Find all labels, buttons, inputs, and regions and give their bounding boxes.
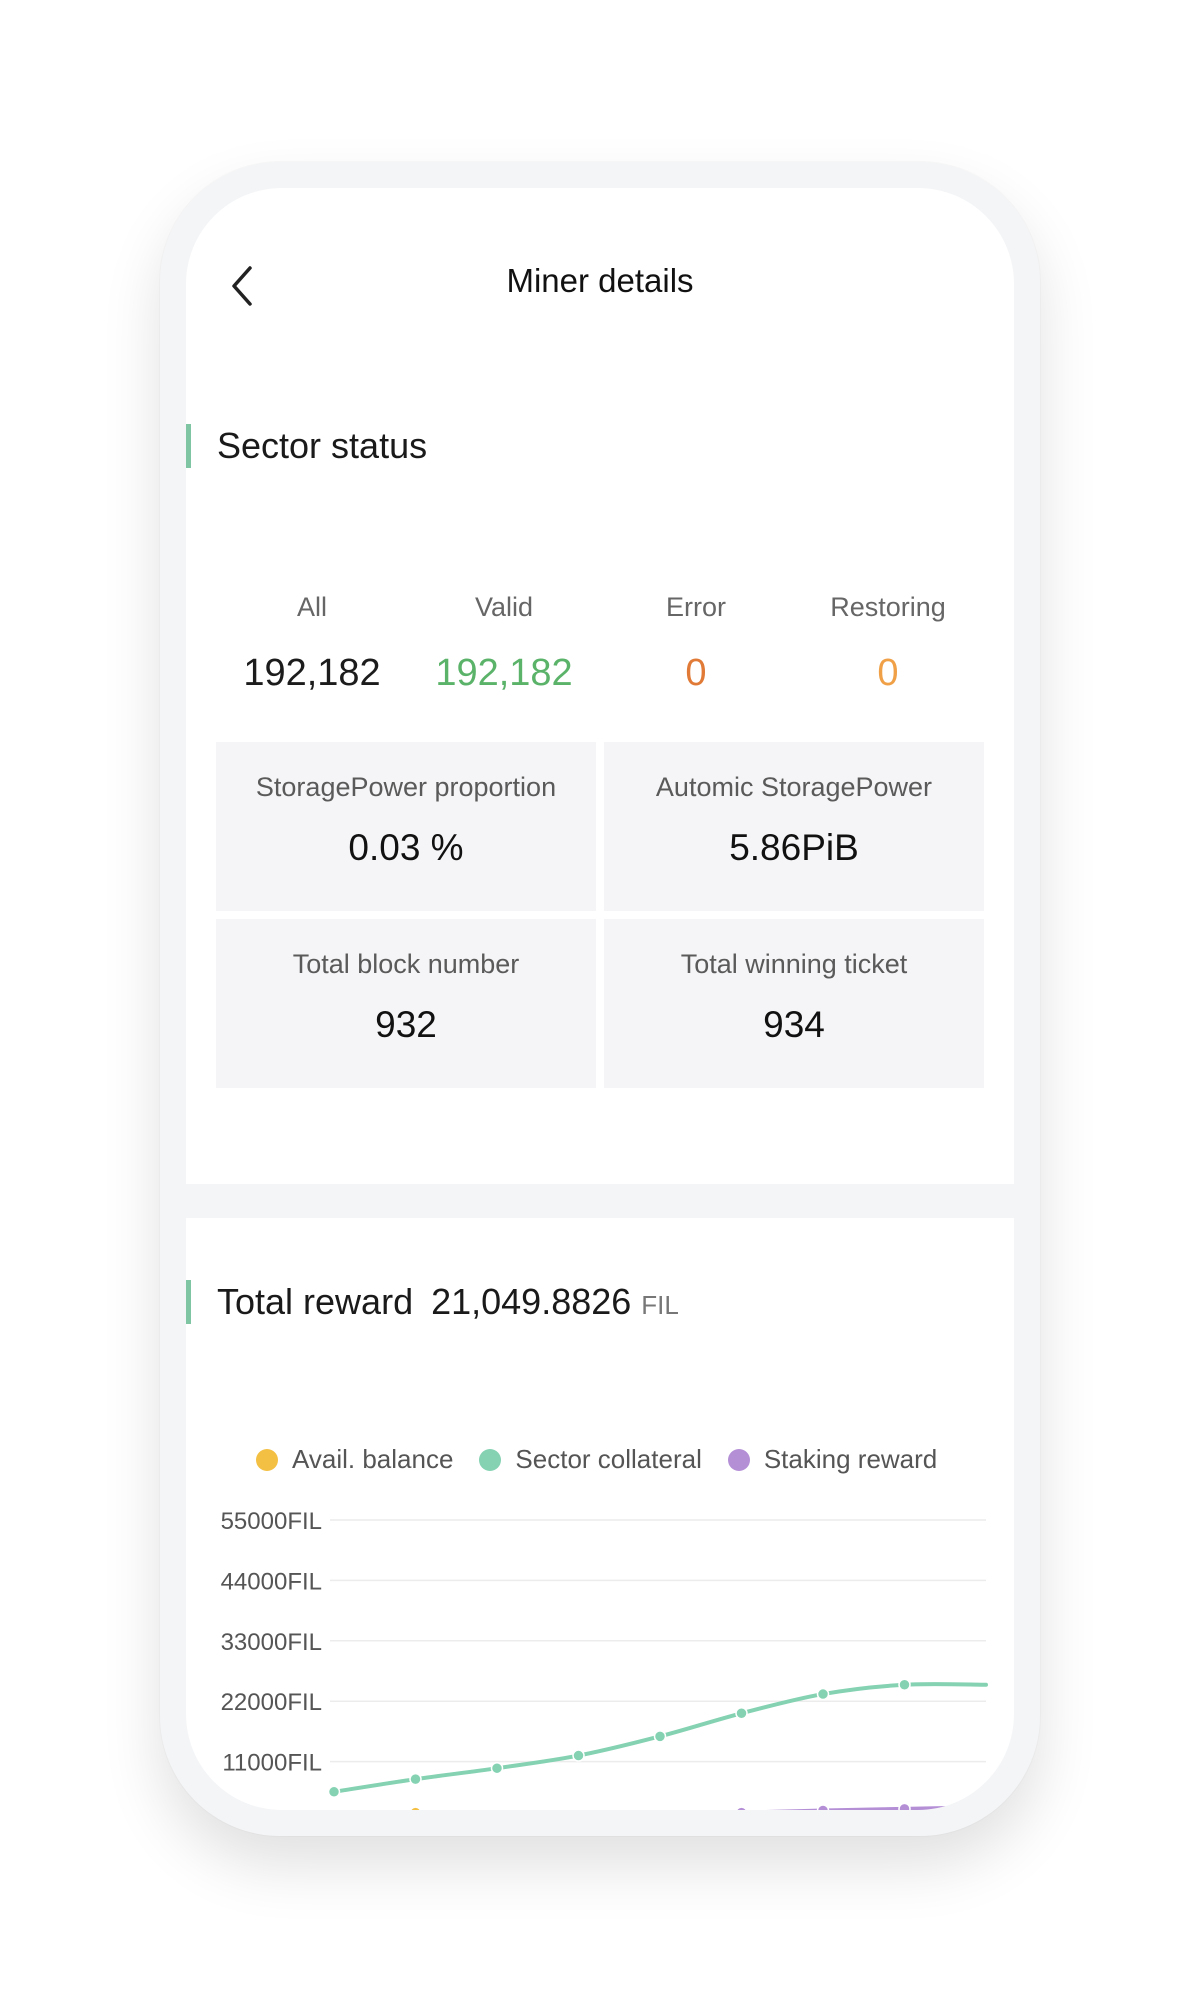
tile-value: 5.86PiB: [729, 827, 859, 868]
tile-label: Total winning ticket: [680, 949, 908, 979]
tile-total-block-number: Total block number 932: [216, 919, 596, 1088]
tile-value: 932: [375, 1004, 437, 1045]
page-title: Miner details: [506, 262, 694, 299]
total-reward-heading: Total reward 21,049.8826 FIL: [186, 1280, 679, 1324]
app-screen: Miner details Sector status All 192,182 …: [186, 188, 1014, 1810]
total-reward-unit: FIL: [641, 1289, 679, 1320]
data-point: [898, 1678, 911, 1691]
data-point: [735, 1806, 748, 1810]
data-point: [409, 1806, 422, 1810]
sector-status-title: Sector status: [217, 425, 428, 466]
total-reward-amount: 21,049.8826: [431, 1281, 632, 1322]
tile-storagepower-proportion: StoragePower proportion 0.03 %: [216, 742, 596, 911]
stat-label: Restoring: [830, 592, 946, 622]
accent-bar: [186, 424, 191, 468]
phone-frame: Miner details Sector status All 192,182 …: [160, 162, 1040, 1836]
chart-legend: Avail. balance Sector collateral Staking…: [256, 1444, 963, 1475]
tile-label: Total block number: [292, 949, 520, 979]
y-tick-label: 11000FIL: [222, 1750, 322, 1777]
data-point: [490, 1761, 504, 1775]
y-tick-label: 55000FIL: [221, 1508, 322, 1535]
storage-tiles: StoragePower proportion 0.03 % Automic S…: [216, 742, 984, 1088]
data-point: [816, 1804, 830, 1810]
series-line-staking-reward: [764, 1805, 988, 1810]
tile-value: 0.03 %: [348, 827, 464, 868]
legend-item-avail-balance[interactable]: Avail. balance: [256, 1444, 453, 1475]
y-tick-label: 33000FIL: [221, 1629, 322, 1656]
legend-item-sector-collateral[interactable]: Sector collateral: [479, 1444, 702, 1475]
legend-item-staking-reward[interactable]: Staking reward: [727, 1444, 938, 1475]
sector-status-heading: Sector status: [186, 424, 427, 468]
stat-value: 0: [877, 652, 899, 694]
stat-valid: Valid 192,182: [408, 592, 600, 695]
data-point: [735, 1707, 748, 1720]
y-tick-label: 22000FIL: [221, 1689, 322, 1716]
data-point: [327, 1785, 341, 1799]
legend-label: Avail. balance: [292, 1444, 454, 1474]
back-button[interactable]: [222, 258, 262, 314]
legend-label: Sector collateral: [515, 1444, 702, 1474]
stat-error: Error 0: [600, 592, 792, 695]
tile-value: 934: [763, 1004, 825, 1045]
legend-dot: [727, 1448, 750, 1471]
tile-label: Automic StoragePower: [655, 772, 933, 802]
stat-restoring: Restoring 0: [792, 592, 984, 695]
stat-value: 0: [685, 652, 707, 694]
data-point: [898, 1802, 911, 1810]
data-point: [653, 1730, 667, 1743]
data-point: [409, 1772, 422, 1786]
stat-label: All: [296, 592, 327, 622]
data-point: [572, 1749, 585, 1762]
legend-dot: [256, 1448, 278, 1471]
total-reward-card: Total reward 21,049.8826 FIL Avail. bala…: [186, 1218, 1014, 1810]
tile-label: StoragePower proportion: [255, 772, 557, 802]
stat-all: All 192,182: [216, 592, 408, 695]
chevron-left-icon: [232, 266, 252, 306]
stat-label: Error: [666, 592, 726, 622]
stat-value: 192,182: [435, 652, 573, 694]
legend-dot: [479, 1448, 502, 1471]
accent-bar: [186, 1280, 191, 1324]
data-point: [816, 1687, 830, 1701]
tile-automic-storagepower: Automic StoragePower 5.86PiB: [604, 742, 984, 911]
legend-label: Staking reward: [763, 1444, 938, 1474]
sector-stats-row: All 192,182 Valid 192,182 Error 0 Restor…: [216, 592, 984, 695]
y-tick-label: 44000FIL: [221, 1568, 322, 1595]
total-reward-title: Total reward: [217, 1281, 414, 1322]
sector-status-card: Sector status All 192,182 Valid 192,182 …: [186, 338, 1014, 1184]
stat-label: Valid: [474, 592, 534, 622]
reward-line-chart[interactable]: 0FIL11000FIL22000FIL33000FIL44000FIL5500…: [186, 1496, 1014, 1810]
tile-total-winning-ticket: Total winning ticket 934: [604, 919, 984, 1088]
stat-value: 192,182: [243, 652, 381, 694]
